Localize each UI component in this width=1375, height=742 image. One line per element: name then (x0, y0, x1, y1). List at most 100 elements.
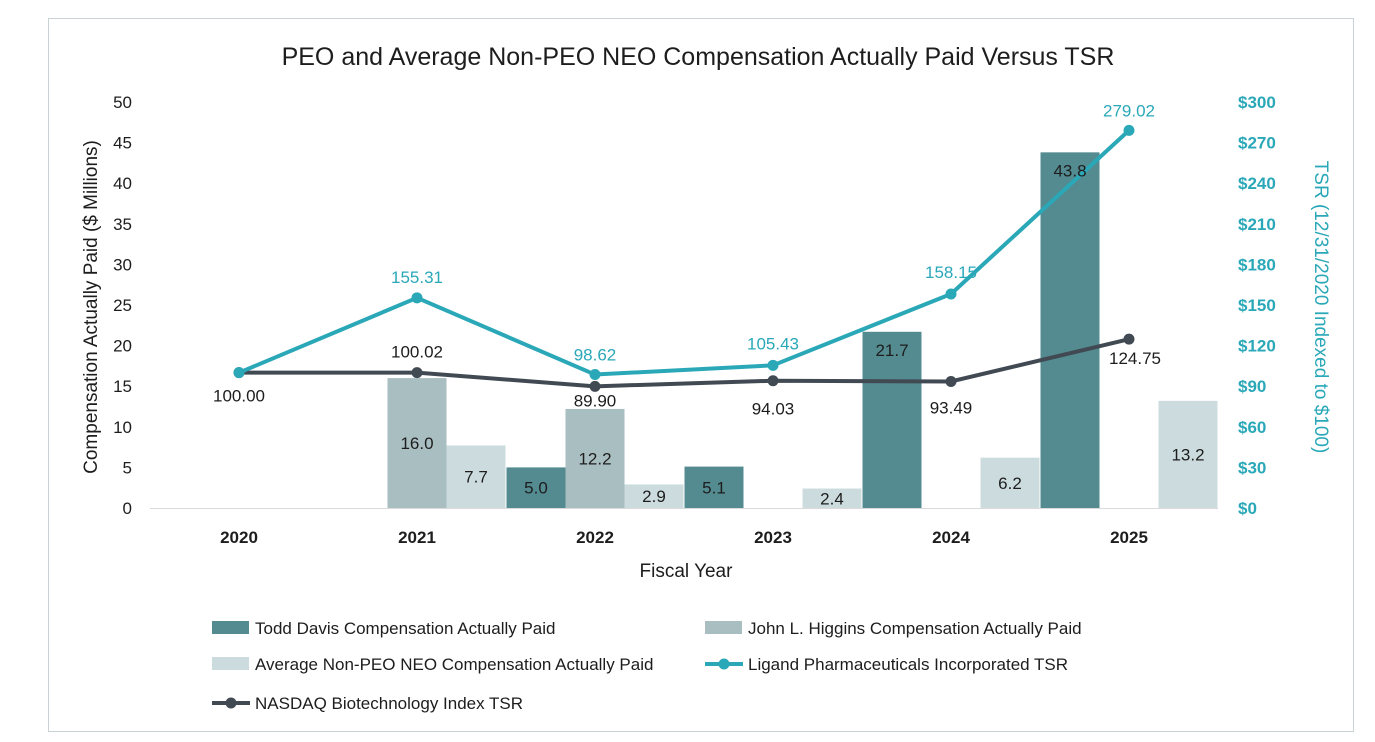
x-tick-label: 2023 (754, 528, 792, 547)
point-nasdaq-biotechnology-index-tsr-2022 (589, 380, 601, 392)
legend-label: John L. Higgins Compensation Actually Pa… (748, 619, 1082, 638)
bar-value-label: 16.0 (400, 434, 433, 453)
point-nasdaq-biotechnology-index-tsr-2024 (945, 375, 957, 387)
point-ligand-pharmaceuticals-incorporated-tsr-2020 (233, 367, 245, 379)
nasdaq-value-label: 100.00 (213, 387, 265, 406)
legend-label: Todd Davis Compensation Actually Paid (255, 619, 556, 638)
y2-tick-label: $210 (1238, 215, 1276, 234)
point-nasdaq-biotechnology-index-tsr-2021 (411, 367, 423, 379)
y2-tick-label: $0 (1238, 499, 1257, 518)
bar-value-label: 2.4 (820, 489, 844, 508)
point-nasdaq-biotechnology-index-tsr-2023 (767, 375, 779, 387)
legend-item-average-non-peo-neo-compensation-actually-paid: Average Non-PEO NEO Compensation Actuall… (212, 655, 653, 674)
legend-swatch (212, 657, 249, 670)
point-nasdaq-biotechnology-index-tsr-2025 (1123, 333, 1135, 345)
bar-value-label: 12.2 (578, 449, 611, 468)
y2-tick-label: $60 (1238, 418, 1266, 437)
bar-value-label: 2.9 (642, 487, 666, 506)
x-tick-label: 2020 (220, 528, 258, 547)
legend-label: NASDAQ Biotechnology Index TSR (255, 694, 523, 713)
y2-tick-label: $30 (1238, 458, 1266, 477)
y-tick-label: 5 (123, 458, 132, 477)
y2-tick-label: $240 (1238, 174, 1276, 193)
nasdaq-value-label: 93.49 (930, 398, 973, 417)
legend-swatch (212, 621, 249, 634)
bar-average-non-peo-neo-compensation-actually-paid-2022 (624, 484, 684, 508)
bar-todd-davis-compensation-actually-paid-2025 (1040, 152, 1100, 508)
bar-value-label: 5.0 (524, 479, 548, 498)
point-ligand-pharmaceuticals-incorporated-tsr-2021 (411, 292, 423, 304)
y-tick-label: 45 (113, 134, 132, 153)
chart-title: PEO and Average Non-PEO NEO Compensation… (282, 43, 1115, 71)
x-tick-label: 2024 (932, 528, 970, 547)
y-tick-label: 30 (113, 255, 132, 274)
axes: 05101520253035404550$0$30$60$90$120$150$… (113, 93, 1276, 547)
bar-average-non-peo-neo-compensation-actually-paid-2025 (1158, 400, 1218, 508)
y-tick-label: 10 (113, 418, 132, 437)
bar-value-label: 7.7 (464, 468, 488, 487)
nasdaq-value-label: 100.02 (391, 343, 443, 362)
bar-average-non-peo-neo-compensation-actually-paid-2023 (802, 488, 862, 508)
line-nasdaq-biotechnology-index-tsr (238, 337, 1130, 389)
bar-todd-davis-compensation-actually-paid-2023 (684, 466, 744, 508)
y-axis-title: Compensation Actually Paid ($ Millions) (81, 140, 102, 474)
bar-todd-davis-compensation-actually-paid-2024 (862, 331, 922, 508)
y-tick-label: 25 (113, 296, 132, 315)
nasdaq-value-label: 94.03 (752, 400, 795, 419)
legend-marker (718, 658, 730, 670)
y-tick-label: 35 (113, 215, 132, 234)
ligand-value-label: 155.31 (391, 268, 443, 287)
x-tick-label: 2025 (1110, 528, 1148, 547)
legend-item-john-l-higgins-compensation-actually-paid: John L. Higgins Compensation Actually Pa… (705, 619, 1082, 638)
bar-john-l-higgins-compensation-actually-paid-2021 (387, 378, 447, 508)
point-ligand-pharmaceuticals-incorporated-tsr-2025 (1123, 124, 1135, 136)
legend-item-nasdaq-biotechnology-index-tsr: NASDAQ Biotechnology Index TSR (212, 694, 523, 713)
ligand-value-label: 279.02 (1103, 101, 1155, 120)
bar-value-label: 43.8 (1053, 161, 1086, 180)
legend-label: Ligand Pharmaceuticals Incorporated TSR (748, 655, 1068, 674)
data-labels: 5.0 5.1 21.7 43.8 16.0 12.2 7.7 2.9 2.4 6.2 13.2 15… (213, 101, 1205, 508)
x-axis-title: Fiscal Year (640, 561, 734, 582)
ligand-value-label: 158.15 (925, 263, 977, 282)
y2-tick-label: $270 (1238, 134, 1276, 153)
legend-swatch (705, 621, 742, 634)
legend-item-todd-davis-compensation-actually-paid: Todd Davis Compensation Actually Paid (212, 619, 556, 638)
bars (387, 152, 1218, 508)
bar-todd-davis-compensation-actually-paid-2022 (506, 467, 566, 508)
y2-tick-label: $90 (1238, 377, 1266, 396)
x-tick-label: 2022 (576, 528, 614, 547)
point-ligand-pharmaceuticals-incorporated-tsr-2022 (589, 369, 601, 381)
bar-value-label: 6.2 (998, 474, 1022, 493)
legend-item-ligand-pharmaceuticals-incorporated-tsr: Ligand Pharmaceuticals Incorporated TSR (705, 655, 1068, 674)
bar-value-label: 13.2 (1171, 445, 1204, 464)
y-tick-label: 20 (113, 337, 132, 356)
legend-label: Average Non-PEO NEO Compensation Actuall… (255, 655, 653, 674)
line-ligand-pharmaceuticals-incorporated-tsr (238, 128, 1131, 377)
y-tick-label: 15 (113, 377, 132, 396)
bar-value-label: 21.7 (875, 341, 908, 360)
y-tick-label: 50 (113, 93, 132, 112)
y2-tick-label: $120 (1238, 337, 1276, 356)
bar-average-non-peo-neo-compensation-actually-paid-2024 (980, 457, 1040, 508)
legend: Todd Davis Compensation Actually Paid Joh… (212, 619, 1082, 713)
x-tick-label: 2021 (398, 528, 436, 547)
legend-marker (225, 697, 237, 709)
point-ligand-pharmaceuticals-incorporated-tsr-2024 (945, 288, 957, 300)
ligand-value-label: 98.62 (574, 346, 617, 365)
nasdaq-value-label: 89.90 (574, 391, 617, 410)
y2-tick-label: $150 (1238, 296, 1276, 315)
y2-tick-label: $180 (1238, 255, 1276, 274)
nasdaq-value-label: 124.75 (1109, 349, 1161, 368)
tsr-lines (233, 124, 1135, 392)
ligand-value-label: 105.43 (747, 334, 799, 353)
y-tick-label: 40 (113, 174, 132, 193)
y2-axis-title: TSR (12/31/2020 Indexed to $100) (1310, 161, 1331, 454)
point-ligand-pharmaceuticals-incorporated-tsr-2023 (767, 359, 779, 371)
bar-average-non-peo-neo-compensation-actually-paid-2021 (446, 445, 506, 508)
y-tick-label: 0 (123, 499, 132, 518)
y2-tick-label: $300 (1238, 93, 1276, 112)
bar-john-l-higgins-compensation-actually-paid-2022 (565, 408, 625, 508)
bar-value-label: 5.1 (702, 478, 726, 497)
chart-frame (48, 18, 1354, 732)
